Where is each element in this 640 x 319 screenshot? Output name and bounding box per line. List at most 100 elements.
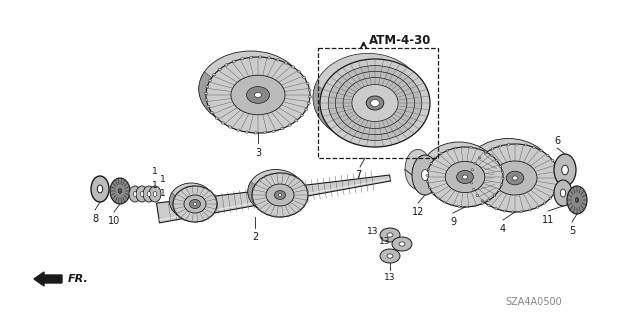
Polygon shape <box>292 109 302 117</box>
Polygon shape <box>248 187 253 192</box>
Polygon shape <box>473 199 482 205</box>
Text: 13: 13 <box>378 236 390 246</box>
Polygon shape <box>427 188 435 195</box>
Polygon shape <box>300 202 305 206</box>
Ellipse shape <box>205 188 206 189</box>
Polygon shape <box>483 193 492 200</box>
Polygon shape <box>189 219 195 222</box>
Text: 2: 2 <box>252 232 258 242</box>
Polygon shape <box>275 213 282 217</box>
Ellipse shape <box>557 172 560 174</box>
Polygon shape <box>465 170 471 178</box>
Ellipse shape <box>466 206 468 208</box>
Text: 1: 1 <box>152 167 158 176</box>
Ellipse shape <box>470 175 472 177</box>
Ellipse shape <box>298 71 301 73</box>
Polygon shape <box>248 188 252 194</box>
Ellipse shape <box>547 154 549 156</box>
Ellipse shape <box>175 212 177 213</box>
Ellipse shape <box>499 145 502 147</box>
Polygon shape <box>208 211 212 216</box>
Ellipse shape <box>412 155 438 195</box>
Ellipse shape <box>245 131 248 133</box>
Polygon shape <box>449 201 458 206</box>
Polygon shape <box>282 212 288 217</box>
Text: 9: 9 <box>450 217 456 227</box>
Polygon shape <box>202 75 210 83</box>
Polygon shape <box>472 191 480 199</box>
Ellipse shape <box>303 206 305 207</box>
Polygon shape <box>534 198 543 206</box>
Ellipse shape <box>470 182 473 184</box>
Ellipse shape <box>484 151 487 153</box>
Ellipse shape <box>532 146 535 148</box>
Ellipse shape <box>495 208 497 210</box>
Ellipse shape <box>149 186 161 202</box>
Polygon shape <box>421 167 428 175</box>
Ellipse shape <box>536 206 539 208</box>
Text: FR.: FR. <box>68 274 89 284</box>
Polygon shape <box>435 196 444 202</box>
Polygon shape <box>468 157 476 165</box>
Ellipse shape <box>214 195 215 196</box>
Ellipse shape <box>567 186 587 214</box>
Polygon shape <box>191 219 196 222</box>
Ellipse shape <box>262 212 264 213</box>
Ellipse shape <box>516 143 518 145</box>
Ellipse shape <box>506 171 524 185</box>
Polygon shape <box>466 181 474 189</box>
Ellipse shape <box>554 180 572 206</box>
Ellipse shape <box>421 142 497 202</box>
Ellipse shape <box>268 57 271 59</box>
Ellipse shape <box>478 157 481 159</box>
Ellipse shape <box>500 184 503 186</box>
Polygon shape <box>262 211 268 215</box>
Ellipse shape <box>543 202 546 204</box>
Polygon shape <box>199 86 206 95</box>
Polygon shape <box>481 199 490 206</box>
Ellipse shape <box>172 202 173 203</box>
Polygon shape <box>467 184 475 192</box>
Polygon shape <box>262 125 273 132</box>
Ellipse shape <box>205 99 208 101</box>
Ellipse shape <box>491 155 493 157</box>
Ellipse shape <box>215 210 216 211</box>
Ellipse shape <box>97 185 102 193</box>
Polygon shape <box>252 204 258 208</box>
Polygon shape <box>172 208 175 212</box>
Ellipse shape <box>307 102 310 104</box>
Polygon shape <box>514 206 524 212</box>
Ellipse shape <box>241 58 244 60</box>
Ellipse shape <box>484 152 487 154</box>
Polygon shape <box>179 216 184 220</box>
Ellipse shape <box>147 192 151 197</box>
Ellipse shape <box>387 254 393 258</box>
Polygon shape <box>465 162 473 170</box>
Polygon shape <box>199 83 207 93</box>
Polygon shape <box>203 72 212 80</box>
Ellipse shape <box>301 181 303 182</box>
Ellipse shape <box>228 126 232 128</box>
Ellipse shape <box>291 174 292 175</box>
Ellipse shape <box>276 59 280 61</box>
Polygon shape <box>465 165 472 173</box>
Polygon shape <box>193 219 198 222</box>
Polygon shape <box>490 188 497 195</box>
Ellipse shape <box>248 169 304 213</box>
Polygon shape <box>170 196 174 200</box>
Ellipse shape <box>216 200 217 201</box>
Polygon shape <box>423 182 430 189</box>
Polygon shape <box>280 213 286 217</box>
Polygon shape <box>266 212 273 216</box>
Ellipse shape <box>181 189 182 190</box>
Ellipse shape <box>206 57 310 133</box>
Polygon shape <box>455 202 464 207</box>
Polygon shape <box>277 213 284 217</box>
Ellipse shape <box>380 228 400 242</box>
Polygon shape <box>209 211 214 215</box>
Polygon shape <box>525 203 534 210</box>
Ellipse shape <box>399 242 405 246</box>
Ellipse shape <box>472 189 475 190</box>
Polygon shape <box>178 215 183 219</box>
Ellipse shape <box>575 197 579 203</box>
